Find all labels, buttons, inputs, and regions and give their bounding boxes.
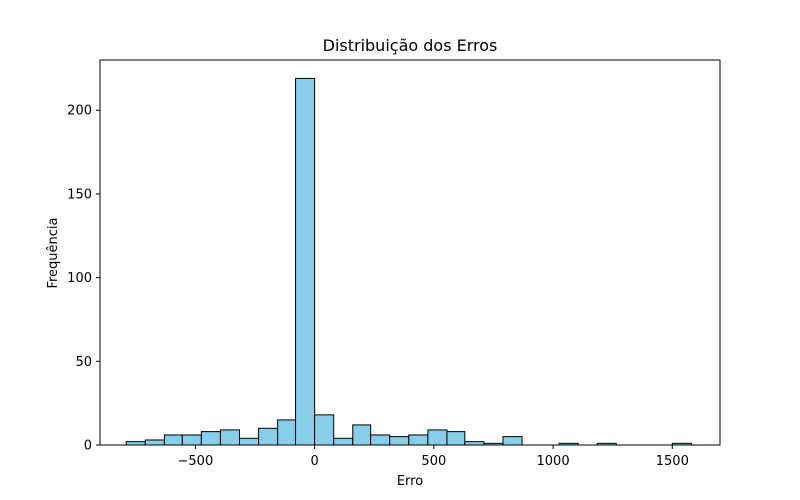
histogram-bar	[502, 436, 523, 446]
y-axis-ticks: 0 50 100 150 200	[67, 104, 100, 454]
y-tick-label: 100	[67, 271, 92, 286]
histogram-bar	[408, 434, 429, 446]
histogram-bar	[239, 437, 260, 446]
histogram-bar	[144, 439, 165, 446]
histogram-bar	[389, 436, 410, 446]
y-tick-label: 150	[67, 187, 92, 202]
x-tick-label: 500	[421, 454, 446, 469]
histogram-bar	[427, 429, 448, 446]
histogram-bar	[333, 437, 354, 446]
histogram-bar	[219, 429, 241, 446]
x-tick-label: −500	[178, 454, 214, 469]
x-tick-label: 0	[310, 454, 318, 469]
histogram-bar	[314, 414, 335, 446]
x-axis-label: Erro	[397, 474, 423, 489]
y-tick-label: 200	[67, 104, 92, 119]
histogram-bar	[370, 434, 391, 446]
y-axis-label: Frequência	[46, 217, 61, 288]
y-tick-label: 50	[75, 355, 92, 370]
histogram-bar	[446, 431, 466, 446]
histogram-bar	[125, 441, 146, 446]
histogram-bar	[464, 441, 485, 446]
histogram-bar	[163, 434, 183, 446]
histogram-bar	[258, 427, 279, 446]
histogram-bar	[352, 424, 372, 446]
histogram-bar	[200, 431, 221, 446]
histogram-bar	[277, 419, 297, 446]
x-axis-ticks: −500 0 500 1000 1500	[178, 445, 689, 469]
plot-frame	[99, 59, 721, 446]
x-tick-label: 1500	[656, 454, 689, 469]
x-tick-label: 1000	[537, 454, 570, 469]
histogram-bar	[295, 77, 316, 446]
chart-title: Distribuição dos Erros	[323, 36, 498, 55]
y-tick-label: 0	[84, 439, 92, 454]
histogram-bar	[181, 434, 202, 446]
